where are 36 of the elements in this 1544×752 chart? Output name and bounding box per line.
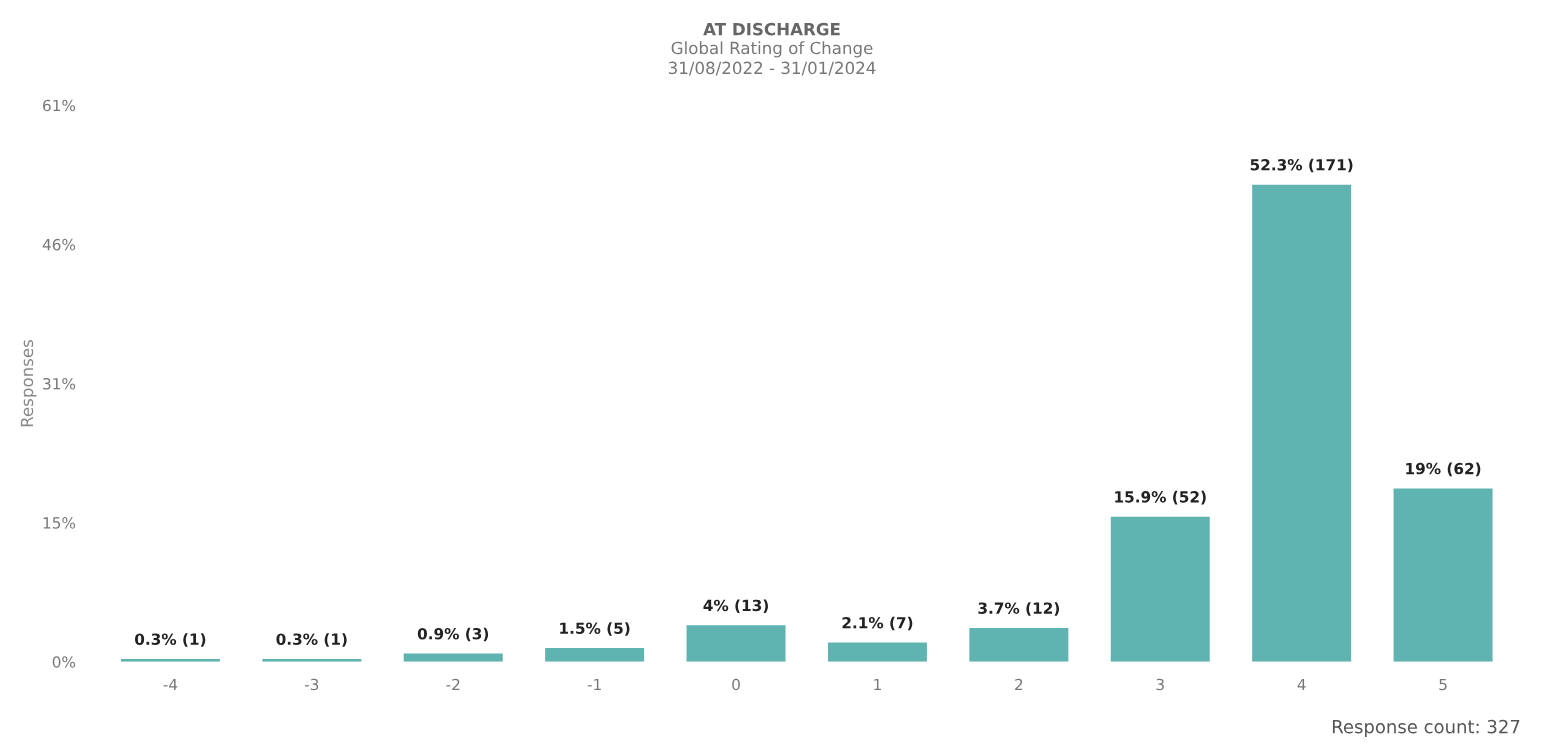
- x-tick-label: 3: [1156, 678, 1164, 691]
- data-label: 2.1% (7): [842, 616, 913, 631]
- bar: [827, 642, 927, 662]
- data-label: 0.9% (3): [417, 627, 489, 642]
- chart-subtitle: Global Rating of Change 31/08/2022 - 31/01/2024: [668, 41, 876, 76]
- x-tick-label: 1: [874, 678, 881, 691]
- y-tick-label: 46%: [42, 238, 76, 251]
- data-label: 0.3% (1): [135, 633, 206, 647]
- data-label: 3.7% (12): [978, 602, 1059, 616]
- bar: [1110, 516, 1210, 662]
- chart-title: AT DISCHARGE: [703, 22, 840, 36]
- data-label: 1.5% (5): [560, 622, 630, 636]
- y-tick-label: 31%: [43, 377, 76, 390]
- data-label: 15.9% (52): [1115, 490, 1206, 505]
- bar: [969, 628, 1069, 662]
- data-label: 4% (13): [703, 599, 768, 613]
- y-tick-label: 61%: [43, 99, 76, 112]
- x-tick-label: -4: [163, 678, 178, 691]
- x-tick-label: 0: [732, 678, 740, 691]
- bar: [686, 625, 786, 662]
- x-tick-label: -1: [587, 678, 601, 691]
- y-axis-title: Responses: [20, 339, 37, 427]
- y-tick-label: 0%: [52, 656, 76, 668]
- x-tick-label: -2: [446, 678, 460, 691]
- x-tick-label: -3: [304, 678, 319, 691]
- bar: [545, 648, 645, 662]
- data-label: 19% (62): [1406, 462, 1481, 477]
- data-label: 0.3% (1): [276, 633, 347, 647]
- bar: [1252, 184, 1352, 662]
- y-tick-label: 15%: [43, 517, 76, 529]
- data-label: 52.3% (171): [1250, 158, 1353, 173]
- x-tick-label: 2: [1015, 678, 1023, 691]
- bar: [1393, 488, 1493, 662]
- x-tick-label: 5: [1439, 678, 1447, 691]
- x-tick-label: 4: [1297, 678, 1306, 691]
- text: Response count: 327: [1332, 719, 1520, 737]
